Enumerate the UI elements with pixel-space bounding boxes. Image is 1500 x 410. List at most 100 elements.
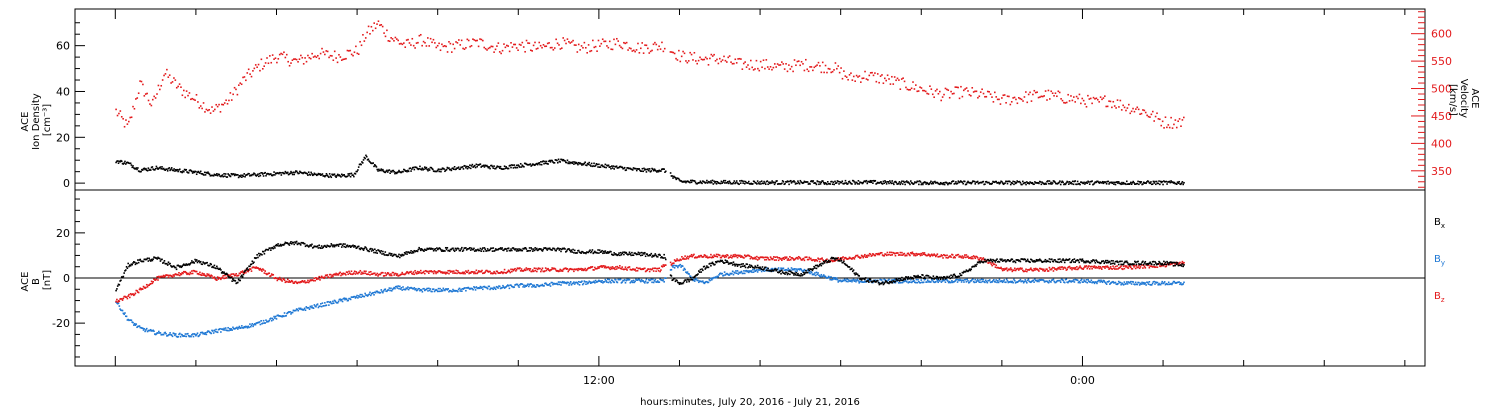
- velocity-point: [704, 56, 707, 59]
- velocity-point: [630, 47, 632, 50]
- by-point: [565, 282, 568, 285]
- density-point: [606, 164, 608, 167]
- by-point: [417, 287, 420, 290]
- bz-point: [461, 271, 464, 274]
- bz-point: [303, 280, 306, 282]
- bx-point: [163, 260, 166, 262]
- density-point: [1007, 180, 1010, 183]
- by-point: [562, 281, 565, 284]
- bz-point: [1135, 265, 1138, 267]
- velocity-point: [584, 46, 587, 49]
- by-point: [289, 311, 291, 313]
- bz-point: [860, 254, 863, 257]
- by-point: [739, 271, 742, 274]
- velocity-point: [906, 88, 909, 91]
- bz-point: [945, 256, 948, 259]
- by-point: [558, 283, 561, 286]
- bz-point: [712, 256, 715, 259]
- density-point: [954, 182, 956, 185]
- density-point: [885, 183, 888, 185]
- bz-point: [207, 274, 209, 277]
- by-point: [844, 279, 847, 281]
- velocity-point: [295, 58, 298, 61]
- velocity-point: [954, 86, 957, 88]
- density-point: [1052, 180, 1055, 182]
- density-point: [886, 180, 889, 183]
- bz-point: [597, 266, 599, 268]
- by-point: [638, 278, 640, 281]
- by-point: [504, 286, 507, 289]
- bz-point: [752, 257, 755, 259]
- velocity-point: [751, 66, 754, 69]
- bz-point: [821, 257, 823, 259]
- bx-point: [158, 257, 160, 259]
- by-point: [397, 285, 399, 287]
- density-point: [297, 172, 300, 175]
- bz-point: [501, 271, 503, 274]
- bz-point: [888, 253, 890, 256]
- by-point: [1117, 282, 1119, 285]
- bz-point: [407, 271, 409, 274]
- bz-point: [354, 273, 357, 275]
- by-point: [613, 281, 615, 284]
- bz-point: [992, 262, 994, 264]
- bz-point: [249, 268, 252, 271]
- by-point: [912, 280, 915, 282]
- velocity-point: [294, 58, 297, 60]
- bz-point: [126, 297, 129, 300]
- by-point: [941, 280, 944, 282]
- density-point: [352, 174, 354, 176]
- by-point: [325, 304, 328, 307]
- density-point: [1101, 182, 1103, 184]
- density-point: [629, 167, 632, 170]
- by-point: [432, 288, 434, 291]
- by-point: [565, 281, 567, 284]
- density-point: [120, 159, 122, 162]
- velocity-point: [838, 71, 841, 74]
- by-point: [604, 278, 607, 281]
- density-point: [814, 182, 816, 184]
- by-point: [1127, 281, 1130, 283]
- density-point: [413, 168, 416, 171]
- density-point: [901, 183, 904, 185]
- bz-point: [755, 258, 757, 260]
- density-point: [1022, 180, 1024, 183]
- velocity-point: [462, 47, 464, 50]
- by-point: [1123, 281, 1126, 283]
- density-point: [640, 170, 643, 173]
- bz-point: [714, 255, 716, 258]
- density-point: [644, 169, 646, 171]
- by-point: [581, 283, 584, 286]
- velocity-point: [1053, 94, 1055, 97]
- by-point: [583, 280, 586, 282]
- by-point: [836, 278, 839, 281]
- bz-point: [962, 257, 964, 259]
- bz-point: [1120, 265, 1122, 267]
- by-point: [158, 330, 160, 333]
- by-point: [739, 272, 741, 274]
- bz-point: [1067, 266, 1070, 268]
- velocity-point: [1151, 110, 1154, 113]
- bz-point: [242, 272, 245, 274]
- density-point: [452, 167, 454, 169]
- bz-point: [1061, 266, 1064, 268]
- bz-point: [746, 254, 748, 257]
- bz-point: [238, 272, 241, 275]
- density-point: [325, 172, 328, 175]
- bz-point: [656, 267, 658, 270]
- density-point: [423, 168, 425, 170]
- density-point: [201, 173, 204, 175]
- by-point: [855, 280, 857, 283]
- by-point: [463, 287, 466, 289]
- density-point: [1085, 181, 1088, 184]
- bz-point: [560, 270, 562, 272]
- bz-point: [662, 264, 665, 266]
- velocity-point: [527, 42, 529, 44]
- by-point: [390, 290, 393, 292]
- by-point: [544, 282, 547, 284]
- by-point: [974, 278, 977, 281]
- velocity-point: [459, 44, 462, 46]
- density-point: [349, 175, 352, 178]
- density-point: [540, 163, 543, 166]
- velocity-point: [252, 70, 254, 72]
